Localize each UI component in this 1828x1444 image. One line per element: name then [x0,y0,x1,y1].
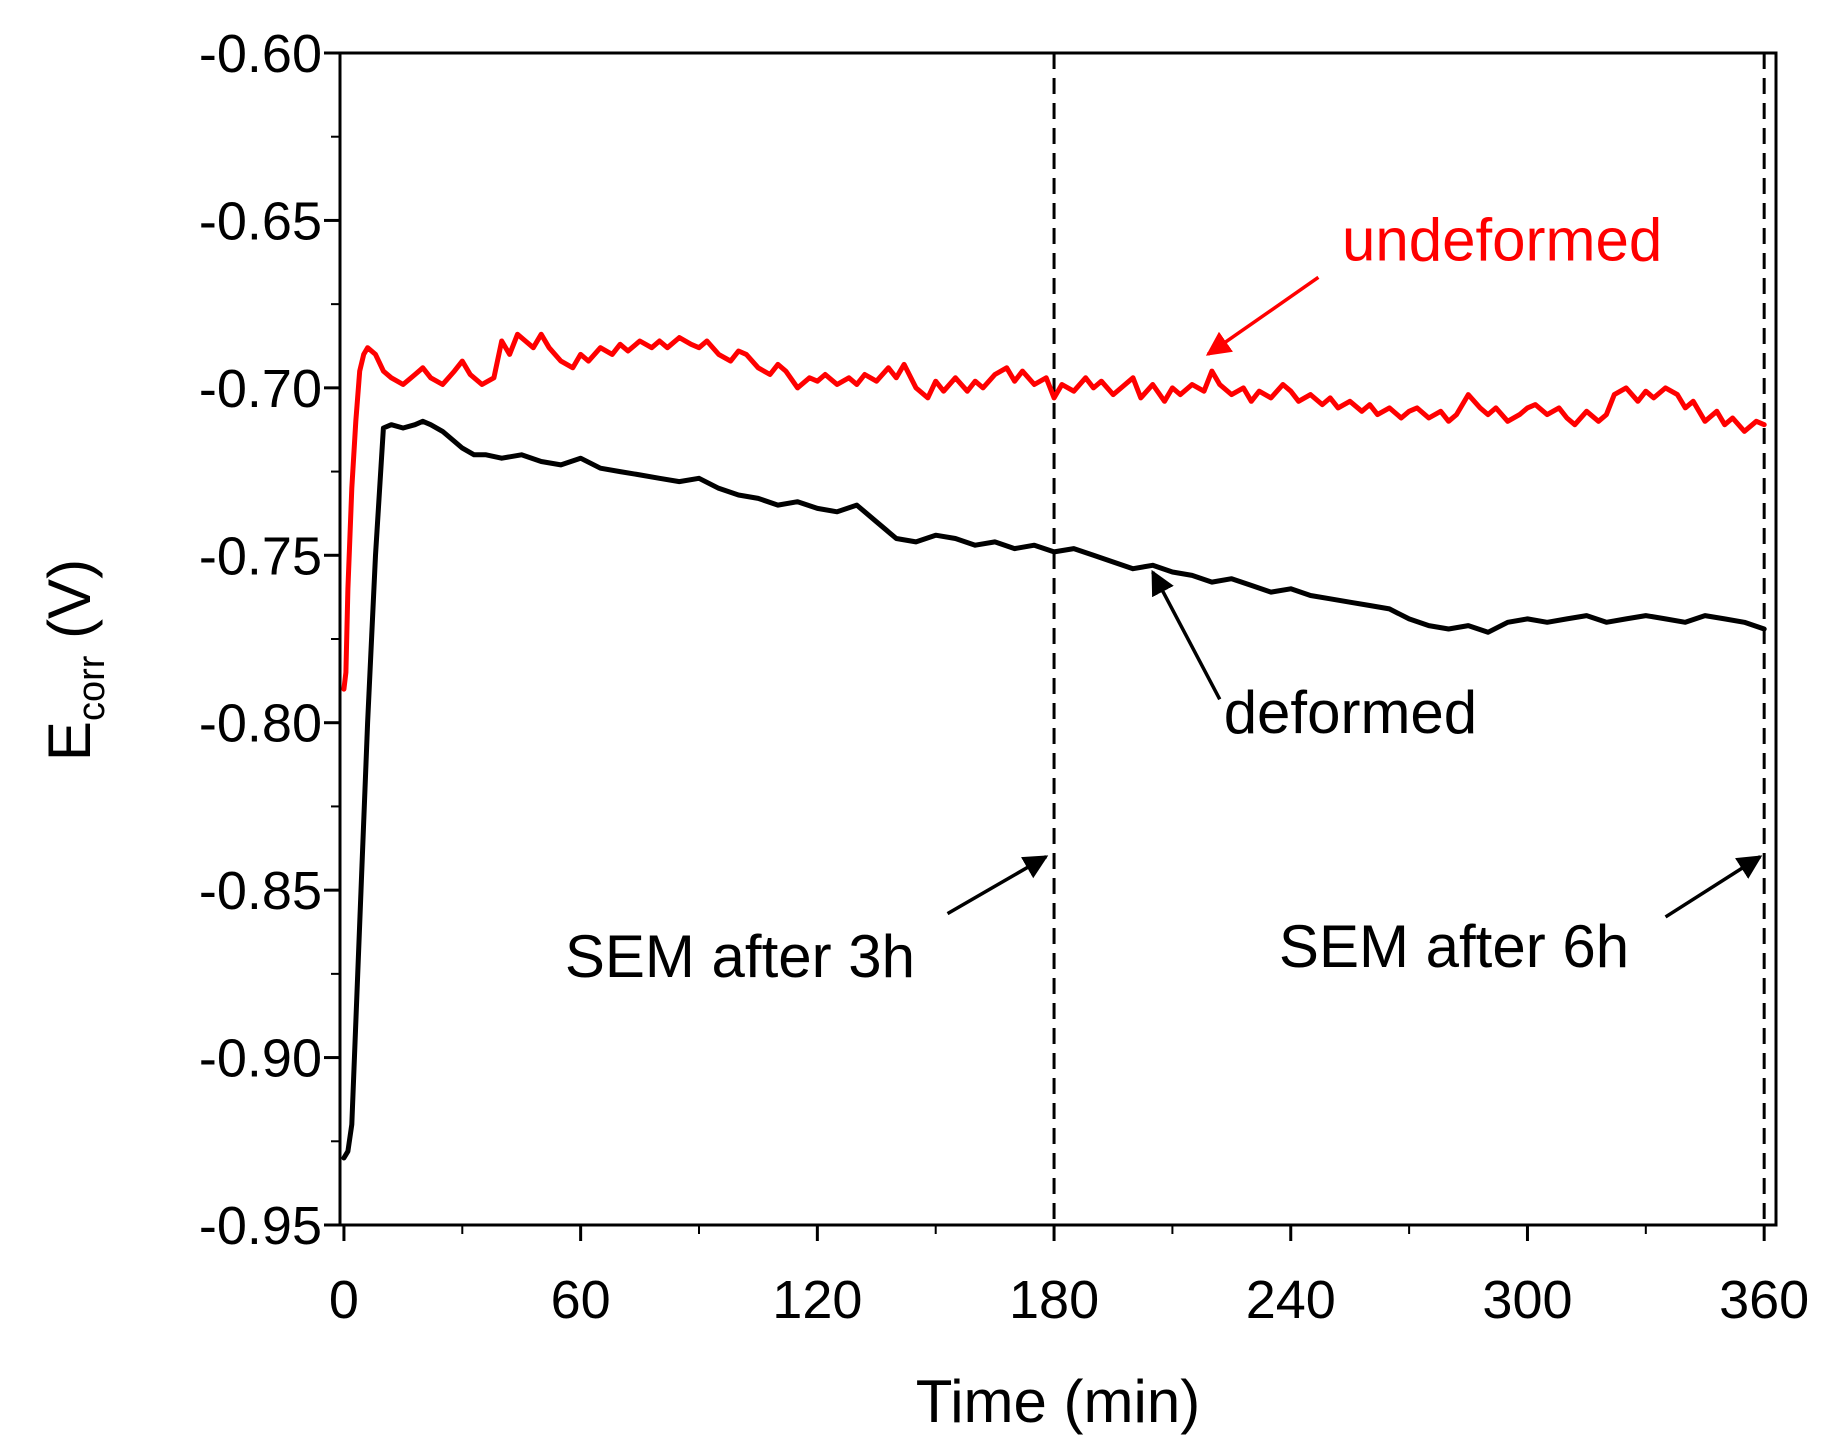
x-tick-label: 180 [1009,1270,1099,1330]
annotation-deformed-arrow [1151,569,1222,701]
annotation-sem-6h: SEM after 6h [1279,855,1763,980]
annotation-sem-6h-arrow [1664,855,1763,919]
annotation-sem-3h-arrow [946,855,1049,916]
data-series [341,331,1767,1161]
x-axis-tick-labels: 0 60 120 180 240 300 360 [329,1270,1809,1330]
y-tick-label: -0.90 [199,1029,322,1089]
annotation-deformed-label: deformed [1224,679,1477,746]
x-axis-ticks [342,1225,1766,1241]
series-line-deformed [341,418,1767,1161]
x-tick-label: 300 [1482,1270,1572,1330]
y-axis-label-unit: (V) [36,559,103,656]
y-tick-label: -0.95 [199,1196,322,1256]
annotation-sem-3h-label: SEM after 3h [565,923,915,990]
annotation-sem-6h-label: SEM after 6h [1279,913,1629,980]
series-line-undeformed [341,331,1767,692]
reference-lines [1052,53,1766,1225]
annotation-undeformed-label: undeformed [1342,207,1662,274]
y-tick-label: -0.75 [199,526,322,586]
y-axis-label-main: E [36,721,103,761]
y-tick-label: -0.85 [199,861,322,921]
x-tick-label: 360 [1719,1270,1809,1330]
x-tick-label: 120 [772,1270,862,1330]
annotation-deformed: deformed [1151,569,1477,746]
annotation-undeformed-arrow [1205,275,1320,356]
y-tick-label: -0.80 [199,694,322,754]
x-tick-label: 0 [329,1270,359,1330]
y-axis-label: Ecorr (V) [36,559,113,761]
annotations: undeformed deformed SEM after 3h SEM after … [565,207,1763,990]
x-tick-label: 240 [1246,1270,1336,1330]
y-axis-ticks [324,51,340,1227]
x-tick-label: 60 [551,1270,611,1330]
y-tick-label: -0.65 [199,191,322,251]
y-tick-label: -0.70 [199,359,322,419]
x-axis-label: Time (min) [916,1368,1200,1435]
y-tick-label: -0.60 [199,24,322,84]
annotation-sem-3h: SEM after 3h [565,855,1049,990]
y-axis-label-subscript: corr [71,655,113,721]
y-axis-tick-labels: -0.95 -0.90 -0.85 -0.80 -0.75 -0.70 -0.65 -0.60 [199,24,322,1256]
annotation-undeformed: undeformed [1205,207,1662,356]
